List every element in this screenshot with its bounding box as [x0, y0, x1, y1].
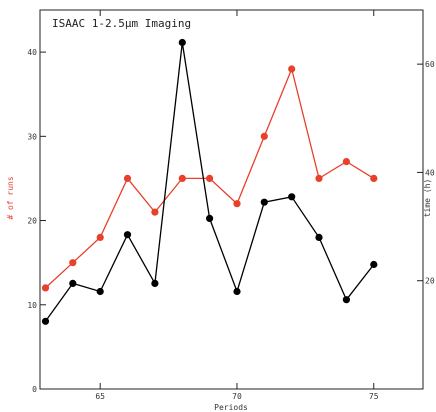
data-point-time	[288, 193, 296, 201]
data-point-runs	[41, 284, 50, 292]
chart-title: ISAAC 1-2.5µm Imaging	[52, 17, 191, 30]
data-point-time	[315, 233, 323, 241]
y-left-tick-label: 0	[32, 385, 37, 394]
data-point-time	[69, 279, 77, 287]
x-tick-label: 70	[232, 392, 242, 401]
plot-frame	[39, 9, 424, 390]
data-point-time	[123, 231, 132, 239]
data-point-runs	[233, 200, 241, 208]
x-axis-title: Periods	[214, 403, 248, 412]
data-point-runs	[178, 174, 186, 182]
data-point-time	[178, 38, 186, 47]
series-point-layer	[41, 38, 378, 325]
data-point-time	[96, 287, 104, 296]
data-point-time	[233, 287, 241, 296]
data-point-runs	[206, 174, 214, 182]
y-right-tick-label: 40	[425, 168, 435, 177]
data-point-runs	[342, 158, 350, 166]
data-point-time	[370, 260, 378, 269]
data-point-runs	[370, 174, 378, 182]
data-point-runs	[123, 174, 132, 182]
data-point-runs	[260, 132, 268, 140]
y-axis-right-title: time (h)	[423, 179, 432, 218]
y-left-tick-label: 20	[27, 217, 37, 226]
data-point-runs	[315, 174, 323, 182]
data-point-time	[342, 296, 350, 304]
data-point-runs	[69, 259, 77, 267]
data-point-time	[151, 279, 159, 287]
y-right-tick-label: 60	[425, 60, 435, 69]
x-tick-label: 65	[95, 392, 105, 401]
data-point-runs	[96, 233, 104, 241]
tick-layer: 65 70 75 0 10 20 30 40 20 40 60	[27, 10, 435, 401]
y-left-tick-label: 30	[27, 132, 37, 141]
data-point-runs	[288, 65, 296, 73]
data-point-time	[206, 214, 214, 222]
data-point-runs	[151, 208, 159, 216]
y-left-tick-label: 40	[27, 48, 37, 57]
y-right-tick-label: 20	[425, 277, 435, 286]
data-point-time	[41, 317, 50, 325]
x-tick-label: 75	[369, 392, 379, 401]
y-axis-left-title: # of runs	[6, 176, 15, 220]
data-point-time	[260, 198, 268, 206]
y-left-tick-label: 10	[27, 301, 37, 310]
